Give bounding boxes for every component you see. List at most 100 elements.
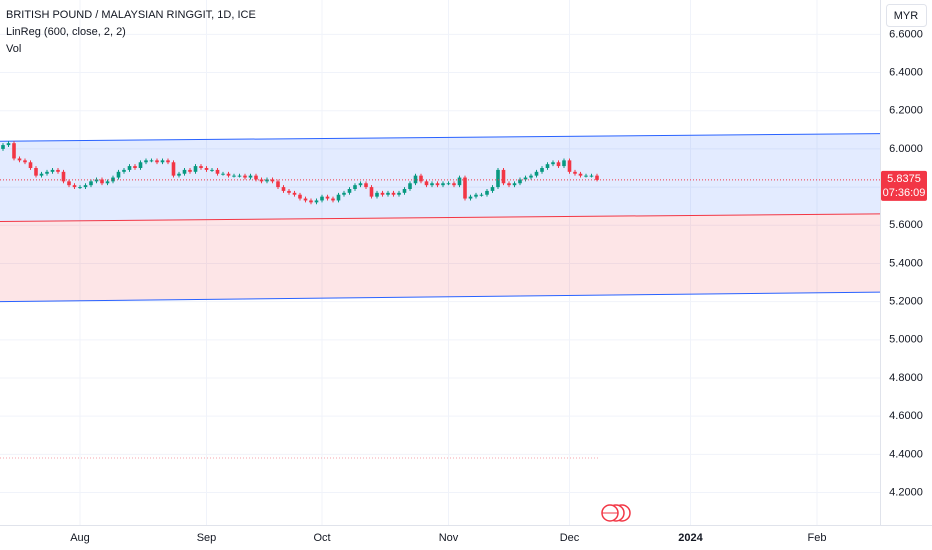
candle-body bbox=[204, 168, 209, 170]
candle-body bbox=[584, 175, 588, 177]
candle-body bbox=[237, 175, 242, 177]
x-tick-label: 2024 bbox=[678, 532, 703, 544]
candle-body bbox=[358, 183, 363, 186]
candle-body bbox=[490, 187, 495, 191]
volume-label: Vol bbox=[6, 43, 21, 55]
y-tick-label: 5.6000 bbox=[889, 219, 923, 231]
candle-body bbox=[474, 194, 478, 197]
candle-body bbox=[111, 177, 115, 182]
candle-body bbox=[573, 171, 577, 174]
candle-body bbox=[248, 175, 253, 178]
candle-body bbox=[221, 173, 225, 175]
candle-body bbox=[45, 171, 49, 174]
candle-body bbox=[6, 143, 11, 146]
candle-body bbox=[435, 183, 440, 186]
channel-lower-line bbox=[0, 291, 881, 303]
candle-body bbox=[166, 160, 170, 163]
candle-body bbox=[149, 160, 154, 162]
candle-body bbox=[314, 200, 319, 203]
candle-body bbox=[1, 145, 5, 149]
x-tick-label: Dec bbox=[560, 532, 580, 544]
channel-upper-fill bbox=[0, 133, 880, 222]
candle-body bbox=[452, 183, 456, 186]
candle-body bbox=[545, 164, 550, 168]
y-tick-label: 6.0000 bbox=[889, 143, 923, 155]
x-tick-label: Nov bbox=[439, 532, 459, 544]
candle-body bbox=[56, 169, 60, 172]
candle-body bbox=[182, 169, 187, 174]
candle-body bbox=[67, 181, 71, 186]
currency-label[interactable]: MYR bbox=[894, 10, 919, 22]
candle-body bbox=[529, 175, 533, 178]
candle-body bbox=[287, 190, 291, 193]
candle-body bbox=[12, 143, 16, 159]
channel-upper-line bbox=[0, 133, 881, 142]
x-tick-label: Oct bbox=[313, 532, 330, 544]
candle-body bbox=[72, 185, 77, 188]
candle-body bbox=[391, 192, 396, 195]
candle-body bbox=[424, 181, 429, 186]
candle-body bbox=[226, 173, 231, 176]
candle-body bbox=[270, 179, 275, 182]
candle-body bbox=[556, 162, 561, 167]
candle-body bbox=[171, 162, 176, 176]
candle-body bbox=[61, 171, 66, 182]
candle-body bbox=[83, 185, 88, 188]
currency-button[interactable] bbox=[886, 4, 927, 27]
candle-body bbox=[331, 198, 335, 201]
candle-body bbox=[243, 175, 247, 178]
y-tick-label: 5.0000 bbox=[889, 334, 923, 346]
candle-body bbox=[375, 192, 379, 197]
candle-body bbox=[34, 168, 38, 176]
candle-body bbox=[501, 169, 506, 184]
candle-body bbox=[523, 177, 528, 180]
candle-body bbox=[408, 183, 412, 189]
candle-body bbox=[100, 179, 104, 184]
candle-body bbox=[292, 192, 297, 195]
y-tick-label: 4.2000 bbox=[889, 486, 923, 498]
candle-body bbox=[518, 179, 522, 184]
candle-body bbox=[534, 171, 539, 176]
candle-body bbox=[325, 196, 330, 199]
candle-body bbox=[336, 194, 341, 201]
candle-body bbox=[441, 183, 445, 186]
indicator-label: LinReg (600, close, 2, 2) bbox=[6, 26, 126, 38]
candle-body bbox=[155, 160, 159, 163]
candle-body bbox=[419, 175, 423, 182]
candle-body bbox=[193, 166, 198, 172]
candle-body bbox=[276, 181, 280, 188]
candle-body bbox=[507, 183, 511, 186]
candle-body bbox=[138, 162, 143, 168]
candle-body bbox=[144, 160, 148, 163]
candle-body bbox=[353, 185, 357, 189]
candle-body bbox=[23, 160, 27, 163]
candle-body bbox=[309, 200, 313, 203]
x-tick-label: Feb bbox=[808, 532, 827, 544]
countdown-label: 07:36:09 bbox=[883, 187, 926, 199]
y-tick-label: 4.8000 bbox=[889, 372, 923, 384]
chart-title: BRITISH POUND / MALAYSIAN RINGGIT, 1D, I… bbox=[6, 9, 256, 21]
candle-body bbox=[589, 175, 594, 177]
candle-body bbox=[413, 175, 418, 184]
candle-body bbox=[380, 192, 385, 195]
candle-body bbox=[578, 173, 583, 176]
candle-body bbox=[512, 183, 517, 186]
channel-middle-line bbox=[0, 213, 881, 222]
candle-body bbox=[133, 166, 137, 168]
candle-body bbox=[457, 177, 462, 186]
last-price-label: 5.8375 bbox=[887, 173, 921, 185]
candle-body bbox=[254, 175, 258, 180]
candle-body bbox=[342, 192, 346, 195]
candle-body bbox=[562, 160, 566, 167]
candle-body bbox=[595, 175, 599, 180]
y-tick-label: 5.2000 bbox=[889, 296, 923, 308]
candle-body bbox=[347, 189, 352, 193]
candle-body bbox=[50, 169, 55, 172]
event-icon[interactable] bbox=[601, 504, 631, 522]
candle-body bbox=[446, 183, 451, 185]
candle-body bbox=[177, 173, 181, 176]
candle-body bbox=[397, 192, 401, 195]
x-tick-label: Sep bbox=[197, 532, 217, 544]
y-tick-label: 6.2000 bbox=[889, 105, 923, 117]
candle-body bbox=[369, 187, 374, 197]
